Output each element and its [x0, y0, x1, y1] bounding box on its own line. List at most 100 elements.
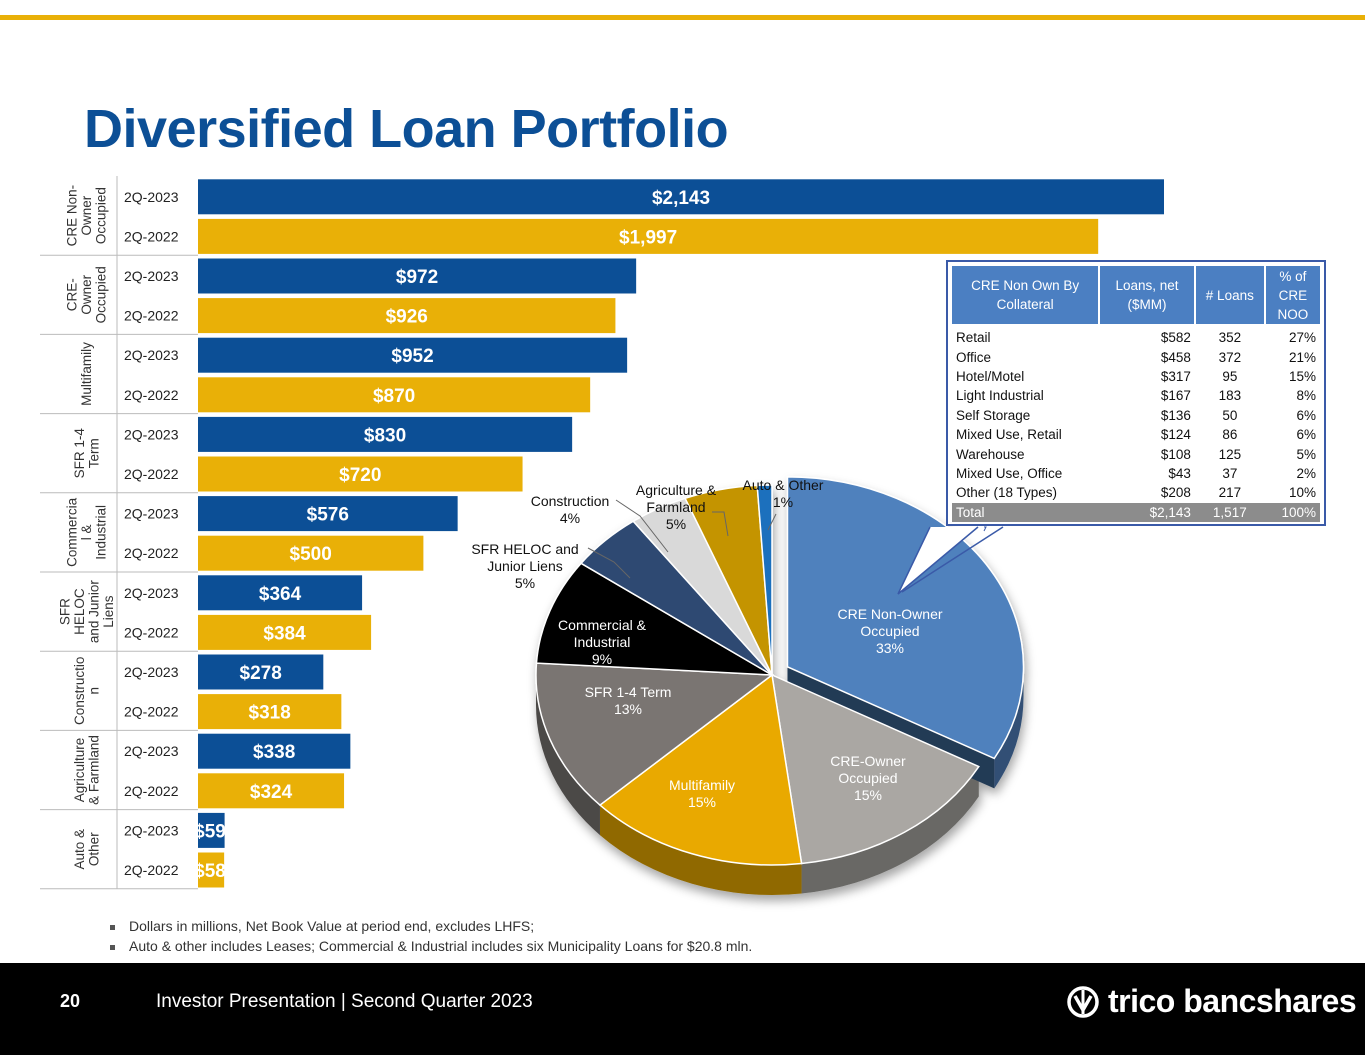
pie-slice-label-line: Farmland [646, 499, 705, 515]
footnotes: Dollars in millions, Net Book Value at p… [110, 918, 752, 958]
bar-value-label: $384 [263, 623, 306, 644]
table-cell: $582 [1160, 330, 1191, 346]
bar-category-label: Commercial &Industrial [65, 497, 109, 567]
pie-slice [756, 484, 773, 676]
bar-category-label: Construction [72, 657, 102, 725]
bar-category-label-line: Term [86, 438, 101, 468]
bar [198, 416, 573, 452]
bar-period-label: 2Q-2022 [124, 783, 179, 799]
table-cell: 21% [1288, 349, 1316, 365]
cre-noo-collateral-table: CRE Non Own By Collateral Loans, net ($MM) #… [946, 260, 1326, 526]
table-header-cell: Loans, net ($MM) [1099, 266, 1196, 324]
callout-pointer [901, 526, 1004, 593]
table-header-cell: # Loans [1194, 266, 1266, 324]
pie-slice-label-line: 13% [614, 701, 642, 717]
bar-period-label: 2Q-2022 [124, 704, 179, 720]
pie-slice-side [536, 675, 600, 836]
table-cell: Hotel/Motel [956, 368, 1025, 384]
pie-label-leader [712, 511, 729, 537]
footnote: Auto & other includes Leases; Commercial… [110, 938, 752, 954]
footnote-text: Auto & other includes Leases; Commercial… [129, 938, 753, 954]
bar-category-label-line: Industrial [94, 505, 109, 560]
pie-slice-label-line: 33% [876, 640, 904, 656]
pie-slice-label-line: 15% [688, 794, 716, 810]
table-cell: 372 [1218, 349, 1242, 365]
table-cell: $124 [1160, 427, 1191, 443]
pie-slice-label-line: Agriculture & [636, 482, 717, 498]
table-cell: Retail [956, 330, 991, 346]
bar-value-label: $324 [250, 782, 293, 803]
table-cell: 1,517 [1194, 502, 1265, 522]
pie-slice-label-line: 1% [773, 494, 793, 510]
pie-slice-label-line: 5% [666, 516, 686, 532]
bullet-square-icon [110, 924, 115, 930]
bar-value-label: $870 [373, 386, 415, 407]
bar-value-label: $972 [396, 267, 438, 288]
bar-category-label: SFRHELOCand JuniorLiens [57, 580, 116, 644]
table-header-line: # Loans [1205, 287, 1254, 303]
bar-value-label: $830 [364, 425, 406, 446]
footnote: Dollars in millions, Net Book Value at p… [110, 918, 752, 934]
bar-value-label: $338 [253, 742, 295, 763]
pie-slice-side [801, 766, 979, 894]
pie-label-leader [615, 499, 669, 553]
bar-category-label: Auto &Other [72, 829, 102, 870]
bar-value-label: $58 [194, 861, 226, 882]
table-cell: Office [956, 349, 992, 365]
bar-category-label-line: Agriculture [72, 738, 87, 803]
table-total-row: Total $2,143 1,517 100% [952, 502, 1320, 522]
pie-slice-label-line: Occupied [860, 623, 919, 639]
bar-category-label: CRE Non-OwnerOccupied [65, 185, 109, 247]
bar-period-label: 2Q-2023 [124, 743, 179, 759]
pie-slice-label-line: Multifamily [669, 777, 735, 793]
bar-period-label: 2Q-2022 [124, 545, 179, 561]
bar-value-label: $364 [259, 584, 302, 605]
table-cell: 37 [1222, 465, 1238, 481]
pie-slice-label-line: Commercial & [558, 617, 647, 633]
bar-category-label-line: Constructio [72, 657, 87, 725]
bar-value-label: $2,143 [652, 188, 710, 209]
pie-slice-label-line: CRE Non-Owner [837, 606, 942, 622]
bar-category-label-line: Occupied [94, 187, 109, 244]
pie-slice-label-line: 5% [515, 575, 535, 591]
pie-slice-label: CRE Non-Owner Occupied 33% [837, 606, 942, 656]
pie-slice-label: Auto & Other 1% [743, 477, 824, 510]
footnote-text: Dollars in millions, Net Book Value at p… [129, 918, 535, 934]
bar-period-label: 2Q-2022 [124, 466, 179, 482]
table-cell: 2% [1296, 465, 1316, 481]
pie-slice-label: CRE-Owner Occupied 15% [830, 753, 906, 803]
bar-period-label: 2Q-2023 [124, 426, 179, 442]
table-cell: 183 [1218, 388, 1242, 404]
bar-category-label: Multifamily [79, 342, 94, 406]
pie-slice [771, 673, 980, 865]
bar-value-label: $500 [290, 544, 332, 565]
table-row: Light Industrial $167 183 8% [952, 386, 1320, 405]
table-cell: 95 [1222, 368, 1238, 384]
table-header-line: CRE [1278, 287, 1308, 303]
bar [198, 852, 225, 888]
table-header-line: Loans, net [1115, 278, 1179, 293]
table-cell: $2,143 [1099, 502, 1195, 522]
table-cell: $458 [1160, 349, 1191, 365]
bar-category-label: SFR 1-4Term [72, 428, 102, 479]
bar-value-label: $59 [194, 821, 226, 842]
table-cell: 125 [1218, 446, 1242, 462]
bar [198, 773, 345, 809]
pie-slice-label: Commercial & Industrial 9% [558, 617, 647, 667]
bar-period-label: 2Q-2022 [124, 862, 179, 878]
table-cell: Light Industrial [956, 388, 1044, 404]
pie-slice-label-line: 9% [592, 651, 612, 667]
bar-value-label: $278 [240, 663, 282, 684]
table-row: Retail $582 352 27% [952, 324, 1320, 347]
table-cell: 10% [1288, 485, 1316, 501]
logo-text: trico bancshares [1108, 983, 1357, 1019]
bar-value-label: $952 [391, 346, 433, 367]
bar-category-label: Agriculture& Farmland [72, 735, 102, 805]
bar-category-label-line: & Farmland [86, 735, 101, 805]
callout-tail [897, 526, 979, 595]
bar-category-label-line: CRE Non- [65, 185, 80, 247]
bar [198, 218, 1099, 254]
table-cell: 86 [1222, 427, 1238, 443]
bar-category-label-line: Liens [101, 595, 116, 628]
